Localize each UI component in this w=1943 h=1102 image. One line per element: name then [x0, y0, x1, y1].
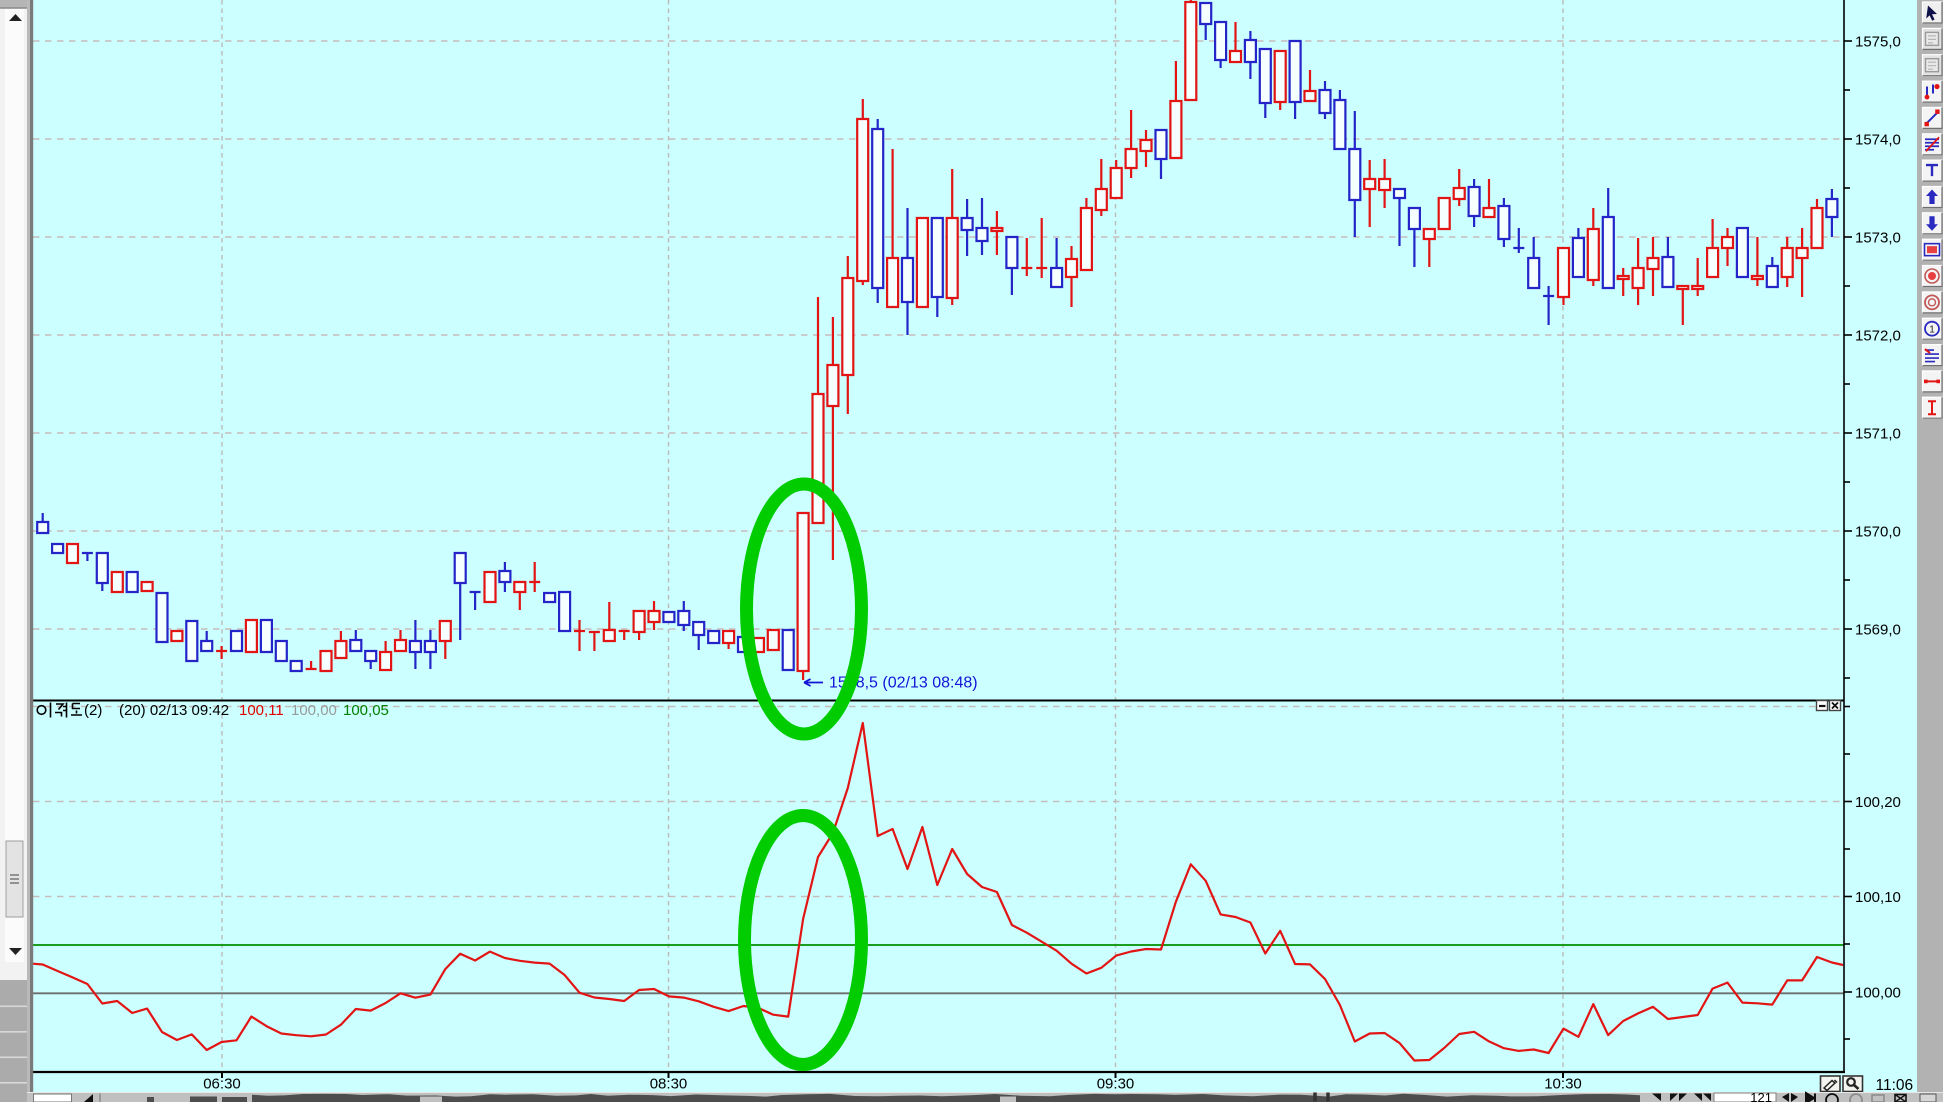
svg-text:100,00: 100,00 [291, 702, 337, 719]
svg-text:1570,0: 1570,0 [1855, 524, 1901, 541]
svg-text:08:30: 08:30 [650, 1076, 688, 1093]
svg-text:1572,0: 1572,0 [1855, 328, 1901, 345]
svg-text:1575,0: 1575,0 [1855, 34, 1901, 51]
svg-text:(20) 02/13 09:42: (20) 02/13 09:42 [119, 702, 229, 719]
svg-text:10:30: 10:30 [1544, 1076, 1582, 1093]
svg-text:100,00: 100,00 [1855, 985, 1901, 1002]
svg-text:1574,0: 1574,0 [1855, 132, 1901, 149]
svg-text:1569,0: 1569,0 [1855, 622, 1901, 639]
svg-text:1573,0: 1573,0 [1855, 230, 1901, 247]
svg-text:11:06: 11:06 [1876, 1077, 1914, 1094]
svg-text:100,11: 100,11 [239, 702, 284, 719]
svg-text:100,05: 100,05 [343, 702, 389, 719]
svg-text:100,10: 100,10 [1855, 889, 1901, 906]
svg-text:(2): (2) [84, 702, 102, 719]
svg-text:121: 121 [1750, 1090, 1772, 1102]
svg-text:1571,0: 1571,0 [1855, 426, 1901, 443]
svg-text:06:30: 06:30 [203, 1076, 241, 1093]
svg-text:100,20: 100,20 [1855, 794, 1901, 811]
svg-text:1568,5 (02/13 08:48): 1568,5 (02/13 08:48) [829, 675, 978, 692]
svg-text:09:30: 09:30 [1097, 1076, 1135, 1093]
svg-text:1: 1 [1929, 325, 1935, 336]
